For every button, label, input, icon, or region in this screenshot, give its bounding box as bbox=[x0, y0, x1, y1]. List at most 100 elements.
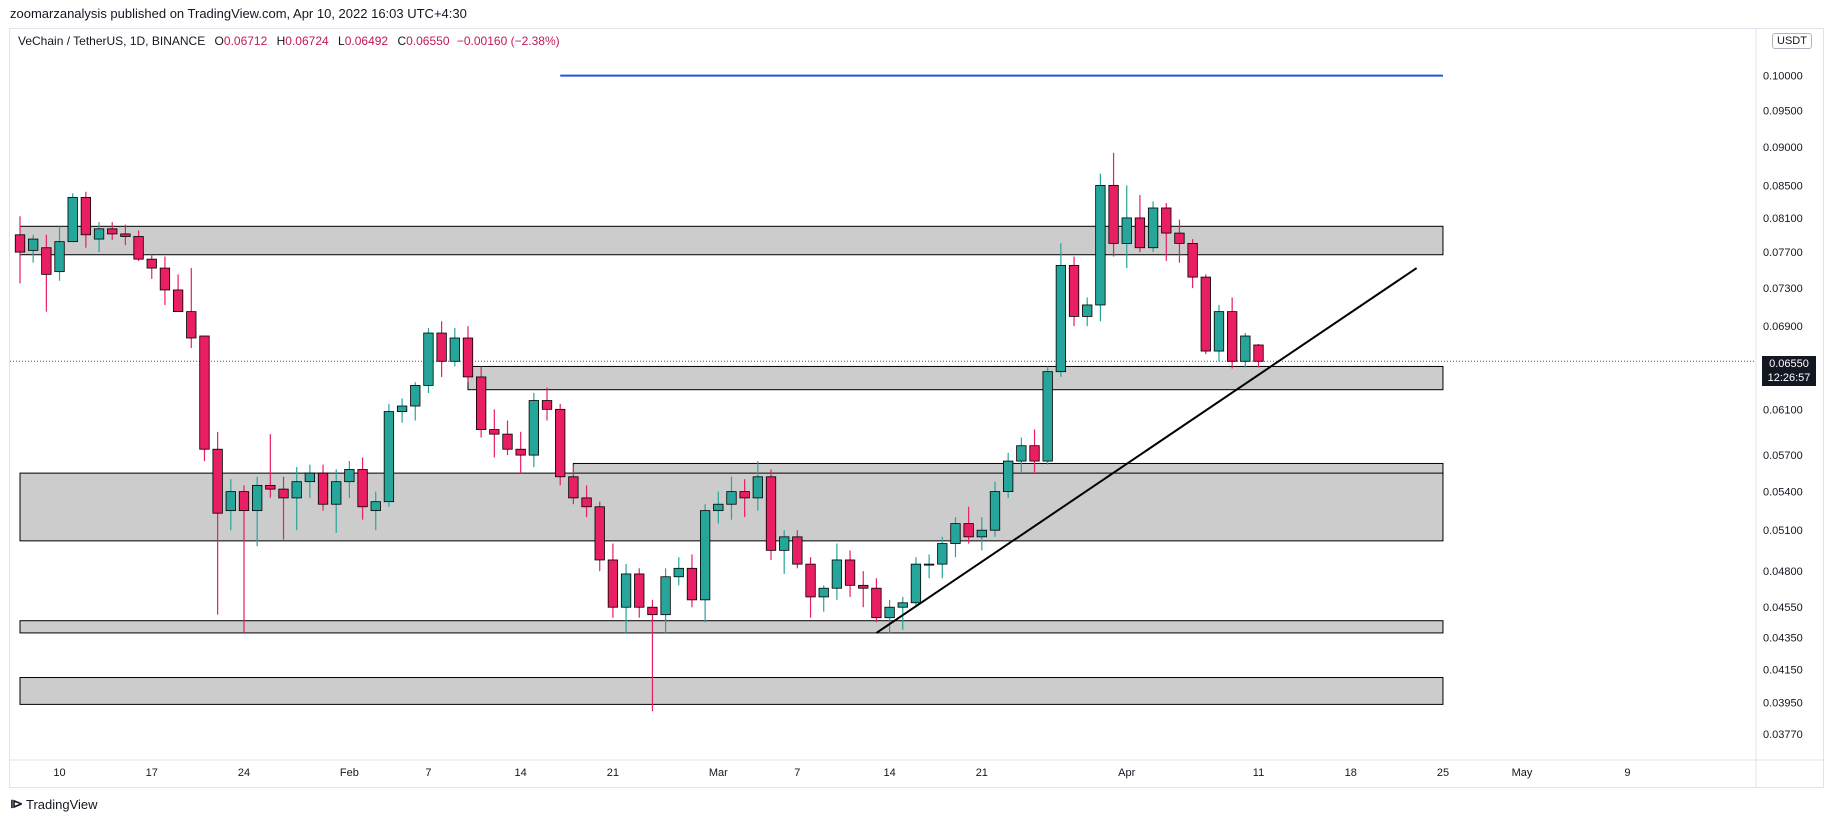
candle-body bbox=[1095, 184, 1106, 306]
price-tick-label: 0.06100 bbox=[1763, 404, 1803, 416]
candle-body bbox=[937, 543, 948, 565]
candle-body bbox=[462, 337, 474, 378]
candle-body bbox=[436, 332, 447, 362]
candle-body bbox=[28, 238, 39, 251]
candle-body bbox=[186, 311, 197, 339]
candle-body bbox=[1042, 371, 1053, 462]
candle-body bbox=[594, 506, 605, 561]
candle-body bbox=[357, 469, 368, 508]
candle-body bbox=[449, 337, 460, 362]
candle-body bbox=[699, 510, 711, 601]
candle-body bbox=[502, 433, 513, 450]
candle-body bbox=[555, 408, 566, 478]
symbol-title[interactable]: VeChain / TetherUS, 1D, BINANCE bbox=[18, 34, 206, 48]
candle-body bbox=[1108, 184, 1119, 244]
candle-body bbox=[67, 196, 78, 243]
candle-body bbox=[265, 484, 276, 490]
candle-body bbox=[634, 573, 645, 608]
candle-body bbox=[54, 241, 65, 273]
open-value: 0.06712 bbox=[223, 34, 268, 48]
candle-body bbox=[278, 488, 289, 499]
candle-body bbox=[989, 491, 1001, 531]
price-tick-label: 0.03950 bbox=[1763, 698, 1803, 710]
candle-body bbox=[923, 563, 935, 566]
candle-body bbox=[818, 587, 829, 598]
candle-body bbox=[1068, 264, 1080, 317]
tradingview-logo-icon[interactable]: ⧐ bbox=[10, 796, 23, 811]
candle-body bbox=[871, 587, 882, 619]
high-label: H bbox=[276, 34, 286, 48]
price-tick-label: 0.03770 bbox=[1763, 729, 1803, 741]
candle-body bbox=[410, 385, 421, 407]
candle-body bbox=[963, 523, 974, 538]
candle-body bbox=[858, 584, 869, 589]
time-tick-label: 24 bbox=[238, 767, 250, 779]
candle-body bbox=[1029, 445, 1040, 462]
time-tick-label: 11 bbox=[1253, 767, 1264, 779]
candle-body bbox=[423, 332, 434, 386]
candle-body bbox=[331, 481, 342, 505]
candle-body bbox=[107, 228, 118, 235]
candle-body bbox=[647, 606, 658, 616]
price-tick-label: 0.05700 bbox=[1763, 450, 1803, 462]
candle-body bbox=[1161, 207, 1172, 234]
candle-body bbox=[844, 559, 856, 586]
candle-body bbox=[739, 491, 750, 499]
sr-zone bbox=[19, 677, 1444, 705]
trendline bbox=[875, 267, 1418, 634]
candle-body bbox=[1082, 304, 1093, 317]
candle-body bbox=[950, 523, 961, 544]
candle-body bbox=[607, 559, 619, 608]
time-tick-label: 18 bbox=[1345, 767, 1357, 779]
candle-body bbox=[568, 476, 579, 499]
time-tick-label: May bbox=[1512, 767, 1533, 779]
candle-body bbox=[1055, 264, 1067, 373]
candle-body bbox=[370, 501, 381, 512]
candle-body bbox=[225, 491, 236, 512]
candle-body bbox=[1227, 311, 1238, 362]
currency-selector[interactable]: USDT bbox=[1772, 33, 1812, 49]
bar-countdown: 12:26:57 bbox=[1767, 372, 1811, 384]
time-tick-label: 10 bbox=[53, 767, 65, 779]
time-tick-label: 14 bbox=[883, 767, 895, 779]
time-tick-label: 7 bbox=[425, 767, 431, 779]
time-tick-label: Apr bbox=[1118, 767, 1135, 779]
open-label: O bbox=[214, 34, 224, 48]
candle-body bbox=[1213, 311, 1225, 352]
high-value: 0.06724 bbox=[285, 34, 329, 48]
price-tick-label: 0.04800 bbox=[1763, 566, 1803, 578]
candle-body bbox=[1003, 460, 1014, 493]
candle-body bbox=[133, 236, 144, 260]
sr-zone bbox=[19, 225, 1444, 256]
price-tick-label: 0.07700 bbox=[1763, 247, 1803, 259]
time-tick-label: Feb bbox=[340, 767, 359, 779]
candle-body bbox=[1253, 344, 1264, 362]
time-tick-label: 25 bbox=[1437, 767, 1449, 779]
candle-body bbox=[660, 576, 671, 616]
chart-frame bbox=[9, 28, 1824, 788]
candle-body bbox=[884, 606, 895, 619]
time-tick-label: Mar bbox=[709, 767, 728, 779]
close-value: 0.06550 bbox=[406, 34, 450, 48]
change-value: −0.00160 (−2.38%) bbox=[456, 34, 560, 48]
candle-body bbox=[620, 573, 632, 608]
candle-body bbox=[159, 267, 171, 291]
footer-brand[interactable]: TradingView bbox=[26, 796, 98, 812]
candle-body bbox=[489, 429, 500, 435]
candle-body bbox=[897, 602, 908, 608]
price-tick-label: 0.04350 bbox=[1763, 633, 1803, 645]
candle-body bbox=[291, 481, 302, 499]
candle-body bbox=[528, 400, 539, 456]
candle-body bbox=[581, 497, 592, 508]
candle-body bbox=[14, 234, 26, 253]
candle-body bbox=[146, 258, 157, 269]
sr-zone bbox=[467, 365, 1444, 391]
last-price-label: 0.06550 12:26:57 bbox=[1762, 356, 1816, 386]
candle-body bbox=[93, 228, 105, 240]
candle-body bbox=[1147, 207, 1159, 249]
candle-body bbox=[238, 491, 250, 512]
publisher-line: zoomarzanalysis published on TradingView… bbox=[10, 6, 467, 21]
time-tick-label: 17 bbox=[146, 767, 158, 779]
candle-body bbox=[1134, 217, 1146, 249]
